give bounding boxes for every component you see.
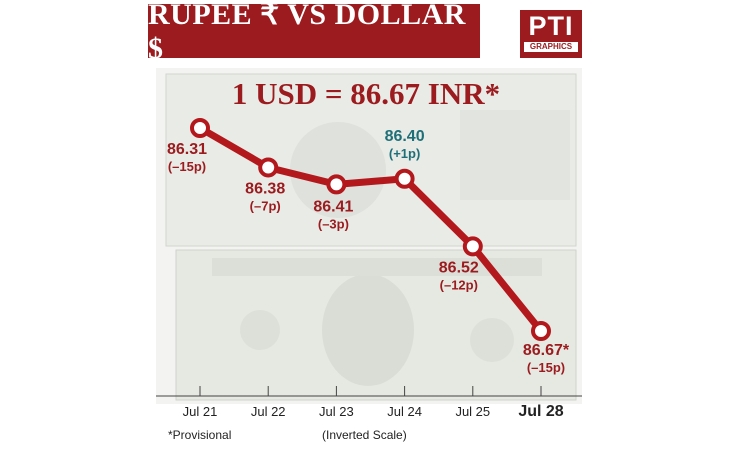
data-point (531, 321, 551, 341)
data-points (190, 118, 551, 341)
banknote-background (156, 68, 582, 404)
logo-subtext: GRAPHICS (524, 42, 578, 52)
data-change-label: (–12p) (440, 277, 478, 292)
data-change-label: (–3p) (318, 216, 349, 231)
data-value-label: 86.38 (245, 180, 285, 197)
x-tick-label: Jul 22 (251, 404, 286, 419)
data-value-labels: 86.31(–15p)86.38(–7p) 86.41(–3p)86.40(+1p… (167, 128, 570, 375)
data-point (258, 157, 279, 178)
data-point (462, 236, 483, 257)
data-change-label: (–15p) (527, 360, 565, 375)
data-point (190, 118, 210, 138)
data-value-label: 86.52 (439, 259, 479, 276)
data-value-label: 86.31 (167, 141, 207, 158)
logo-text: PTI (528, 11, 574, 41)
data-change-label: (–15p) (168, 159, 206, 174)
data-value-label: 86.67* (523, 342, 570, 359)
scale-note: (Inverted Scale) (322, 428, 407, 442)
data-value-label: 86.41 (313, 198, 353, 215)
chart-headline: 1 USD = 86.67 INR* (232, 76, 500, 111)
data-point (326, 174, 347, 195)
x-tick-label: Jul 24 (387, 404, 422, 419)
x-tick-label: Jul 25 (455, 404, 490, 419)
x-tick-label: Jul 21 (183, 404, 218, 419)
pti-graphics-logo: PTI GRAPHICS (520, 10, 582, 58)
x-tick-label: Jul 23 (319, 404, 354, 419)
chart-title: RUPEE ₹ VS DOLLAR $ (148, 0, 480, 65)
x-tick-label: Jul 28 (518, 403, 563, 420)
data-change-label: (+1p) (389, 146, 420, 161)
footnote: *Provisional (168, 428, 232, 442)
data-point (394, 168, 415, 189)
x-axis-ticks (199, 386, 542, 396)
x-axis-tick-labels: Jul 21 Jul 22 Jul 23 Jul 24 Jul 25 Jul 28 (183, 403, 564, 420)
data-change-label: (–7p) (250, 198, 281, 213)
series-line (196, 124, 545, 335)
data-value-label: 86.40 (385, 128, 425, 145)
